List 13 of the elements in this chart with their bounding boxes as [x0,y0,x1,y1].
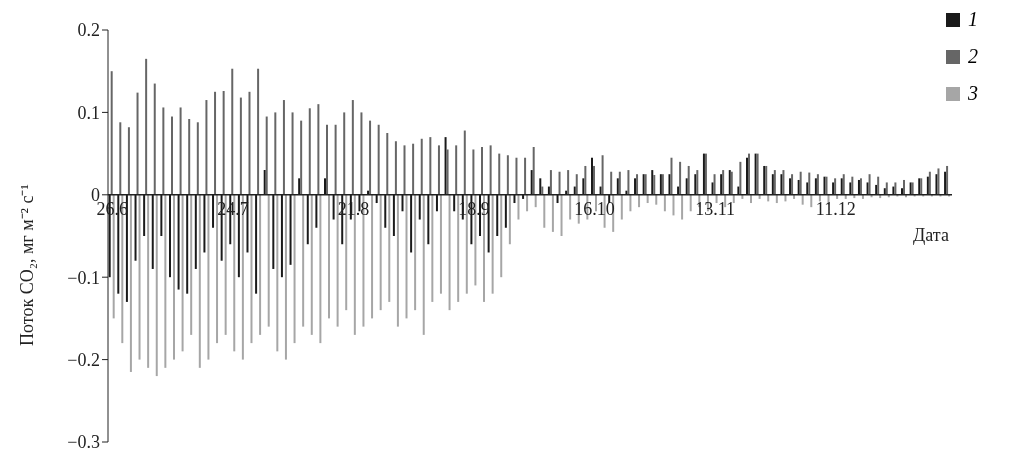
x-tick-label: 11.12 [815,198,856,219]
x-tick-label: 16.10 [574,198,615,219]
x-axis-title: Дата [913,224,949,246]
legend-label: 1 [968,8,978,31]
y-tick-label: −0.2 [67,349,100,370]
y-axis-title: Поток CO₂, мг м⁻² с⁻¹ [17,184,38,346]
y-tick-label: 0.2 [77,20,100,41]
y-tick-label: −0.1 [67,267,100,288]
y-tick-label: 0.1 [77,102,100,123]
legend-label: 2 [968,45,978,68]
y-tick-label: −0.3 [67,432,100,453]
legend-label: 3 [968,82,978,105]
x-tick-label: 13.11 [695,198,736,219]
